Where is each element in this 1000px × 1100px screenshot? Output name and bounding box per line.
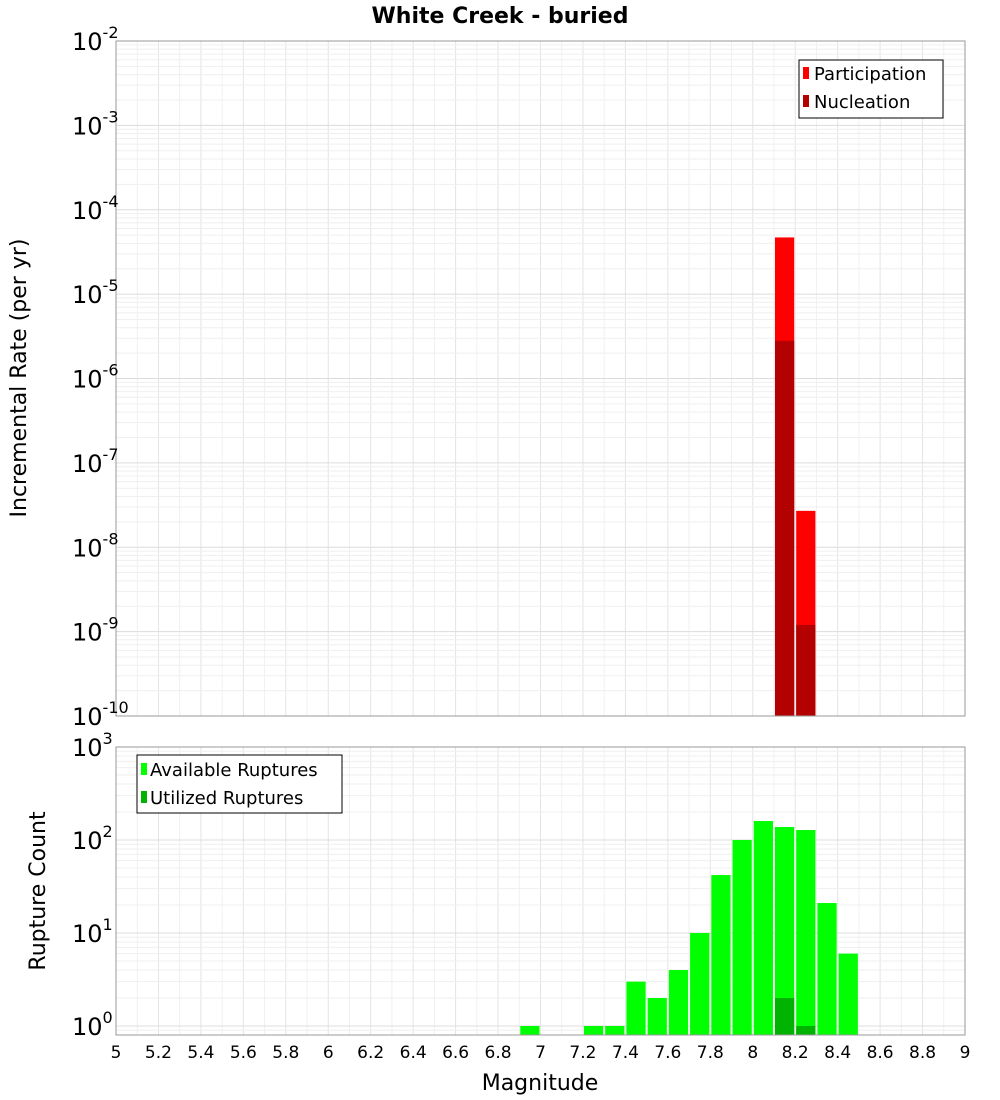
bar-available-ruptures <box>838 953 858 1035</box>
top-plot-border <box>115 40 966 717</box>
y-tick-label: 10-10 <box>72 698 129 731</box>
top-grid <box>115 40 966 717</box>
x-tick-label: 8.8 <box>909 1043 936 1063</box>
bar-available-ruptures <box>753 821 773 1035</box>
y-tick-label: 10-3 <box>72 107 119 140</box>
x-tick-label: 7.6 <box>654 1043 681 1063</box>
top-legend-box <box>798 59 944 119</box>
x-tick-label: 5.4 <box>187 1043 214 1063</box>
top-legend: Participation Nucleation <box>798 59 944 119</box>
bar-available-ruptures <box>583 1025 604 1035</box>
x-tick-label: 7.4 <box>612 1043 639 1063</box>
y-tick-label: 100 <box>72 1008 113 1041</box>
x-axis-label: Magnitude <box>482 1071 599 1096</box>
x-tick-label: 6.8 <box>485 1043 512 1063</box>
top-y-ticks: 10-2 10-3 10-4 10-5 10-6 10-7 10-8 10-9 10-10 <box>72 23 129 731</box>
y-tick-label: 10-7 <box>72 445 119 478</box>
legend-swatch-available <box>141 763 147 775</box>
bar-nucleation <box>796 624 816 716</box>
bottom-y-axis-label: Rupture Count <box>26 811 51 971</box>
bar-available-ruptures <box>668 969 689 1035</box>
x-tick-label: 5.2 <box>145 1043 172 1063</box>
y-tick-label: 10-5 <box>72 276 119 309</box>
y-tick-label: 10-2 <box>72 23 119 56</box>
bar-available-ruptures <box>626 981 646 1035</box>
x-tick-label: 5.8 <box>272 1043 299 1063</box>
top-bars <box>774 237 816 716</box>
x-tick-label: 9 <box>960 1043 971 1063</box>
y-tick-label: 10-4 <box>72 192 119 225</box>
y-tick-label: 102 <box>72 822 113 855</box>
chart-title: White Creek - buried <box>372 4 629 29</box>
bottom-y-ticks: 103 102 101 100 <box>72 729 113 1041</box>
legend-label-participation: Participation <box>814 64 926 85</box>
bar-available-ruptures <box>796 830 816 1035</box>
bar-available-ruptures <box>605 1025 625 1035</box>
x-tick-label: 7.2 <box>569 1043 596 1063</box>
bottom-bars <box>520 821 858 1035</box>
bar-utilized-ruptures <box>774 997 795 1035</box>
x-tick-label: 6.6 <box>442 1043 469 1063</box>
legend-label-available: Available Ruptures <box>150 760 318 781</box>
bottom-plot-border <box>115 746 966 1036</box>
legend-swatch-nucleation <box>803 95 809 107</box>
legend-label-utilized: Utilized Ruptures <box>150 788 303 809</box>
bottom-legend-box <box>136 754 343 814</box>
x-tick-label: 6.4 <box>400 1043 427 1063</box>
legend-label-nucleation: Nucleation <box>814 92 910 113</box>
bar-available-ruptures <box>711 875 731 1035</box>
bar-available-ruptures <box>647 997 667 1035</box>
y-tick-label: 101 <box>72 915 113 948</box>
x-tick-label: 8.6 <box>867 1043 894 1063</box>
y-tick-label: 10-8 <box>72 529 119 562</box>
top-panel: 10-2 10-3 10-4 10-5 10-6 10-7 10-8 10-9 10-10 In… <box>7 23 966 731</box>
bar-available-ruptures <box>732 839 752 1035</box>
bar-available-ruptures <box>817 903 837 1035</box>
y-tick-label: 103 <box>72 729 113 762</box>
bar-available-ruptures <box>774 826 795 1035</box>
x-tick-label: 5.6 <box>230 1043 257 1063</box>
x-tick-label: 6.2 <box>357 1043 384 1063</box>
x-tick-label: 8.4 <box>824 1043 851 1063</box>
y-tick-label: 10-6 <box>72 361 119 394</box>
bar-nucleation <box>774 340 795 716</box>
bottom-legend: Available Ruptures Utilized Ruptures <box>136 754 343 814</box>
top-y-axis-label: Incremental Rate (per yr) <box>7 239 32 518</box>
x-ticks: 5 5.2 5.4 5.6 5.8 6 6.2 6.4 6.6 6.8 7 7.2 7.4 7.6 7.8 8… <box>111 1043 971 1063</box>
bar-available-ruptures <box>520 1025 540 1035</box>
legend-swatch-participation <box>803 67 809 79</box>
x-tick-label: 5 <box>111 1043 122 1063</box>
bar-utilized-ruptures <box>796 1025 816 1035</box>
y-tick-label: 10-9 <box>72 614 119 647</box>
x-tick-label: 8.2 <box>782 1043 809 1063</box>
bar-available-ruptures <box>690 932 710 1035</box>
legend-swatch-utilized <box>141 791 147 803</box>
x-tick-label: 6 <box>323 1043 334 1063</box>
bottom-panel: 103 102 101 100 5 5.2 5.4 5.6 5.8 6 6.2 6.4 6.6 6.8 7… <box>26 729 970 1096</box>
x-tick-label: 7.8 <box>697 1043 724 1063</box>
x-tick-label: 7 <box>535 1043 546 1063</box>
x-tick-label: 8 <box>747 1043 758 1063</box>
